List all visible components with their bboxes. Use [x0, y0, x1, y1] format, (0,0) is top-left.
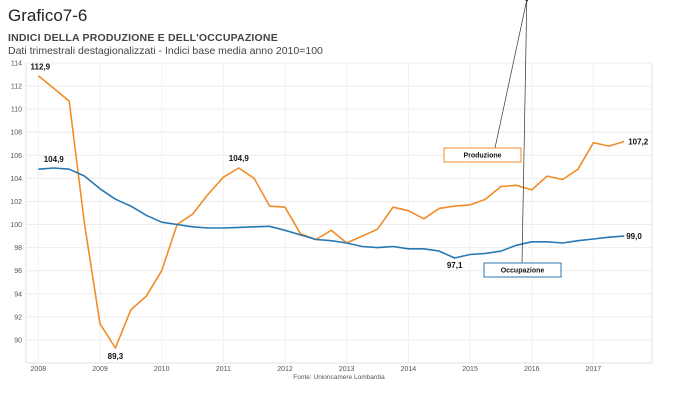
- y-tick-label: 114: [11, 61, 22, 68]
- data-labels: 112,9 89,3 104,9 107,2 104,9 97,1 99,0: [31, 63, 649, 361]
- x-tick-label: 2010: [154, 366, 170, 373]
- legend-label: Occupazione: [501, 268, 545, 275]
- y-tick-label: 104: [10, 176, 22, 183]
- data-label: 104,9: [44, 155, 65, 164]
- y-tick-label: 90: [14, 337, 22, 344]
- y-tick-label: 112: [11, 84, 22, 91]
- data-label: 89,3: [108, 352, 124, 361]
- data-label: 99,0: [626, 232, 642, 241]
- data-label: 104,9: [229, 154, 250, 163]
- y-tick-label: 106: [10, 153, 22, 160]
- x-tick-label: 2008: [31, 366, 47, 373]
- x-tick-label: 2014: [401, 366, 417, 373]
- y-tick-label: 108: [10, 130, 22, 137]
- leader-line: [521, 0, 528, 264]
- y-axis-tick-labels: 90 92 94 96 98 100 102 104 106 108 110 112 114: [10, 61, 22, 345]
- y-tick-label: 98: [14, 245, 22, 252]
- data-label: 112,9: [31, 63, 51, 72]
- grid-lines: [25, 62, 653, 364]
- legend-callouts: Produzione Occupazione: [443, 0, 562, 278]
- data-label: 97,1: [447, 261, 463, 270]
- x-tick-label: 2016: [524, 366, 540, 373]
- y-tick-label: 110: [11, 107, 22, 114]
- x-tick-label: 2017: [586, 366, 602, 373]
- page-title: Grafico7-6: [8, 6, 88, 25]
- y-tick-label: 102: [10, 199, 22, 206]
- y-tick-label: 100: [10, 222, 22, 229]
- series-line-occupazione: [38, 167, 625, 259]
- x-tick-label: 2012: [277, 366, 293, 373]
- chart-subtitle: Dati trimestrali destagionalizzati - Ind…: [8, 45, 323, 57]
- source-note: Fonte: Unioncamere Lombardia: [293, 374, 385, 381]
- leader-dot: [525, 0, 529, 2]
- x-tick-label: 2009: [92, 366, 108, 373]
- x-axis-tick-labels: 2008 2009 2010 2011 2012 2013 2014 2015 2016 2017: [31, 366, 602, 373]
- legend-box-occupazione: [483, 262, 562, 278]
- series-lines: [37, 75, 625, 349]
- y-tick-label: 96: [14, 268, 22, 275]
- chart-title: INDICI DELLA PRODUZIONE E DELL'OCCUPAZIO…: [8, 32, 278, 44]
- x-tick-label: 2013: [339, 366, 355, 373]
- data-label: 107,2: [628, 137, 649, 146]
- y-tick-label: 94: [14, 291, 22, 298]
- leader-line: [491, 0, 528, 163]
- y-tick-label: 92: [14, 314, 22, 321]
- series-line-produzione: [37, 75, 625, 349]
- legend-box-produzione: [443, 147, 522, 163]
- x-tick-label: 2015: [462, 366, 478, 373]
- plot-area: [25, 62, 653, 364]
- legend-label: Produzione: [463, 153, 501, 160]
- x-tick-label: 2011: [216, 366, 231, 373]
